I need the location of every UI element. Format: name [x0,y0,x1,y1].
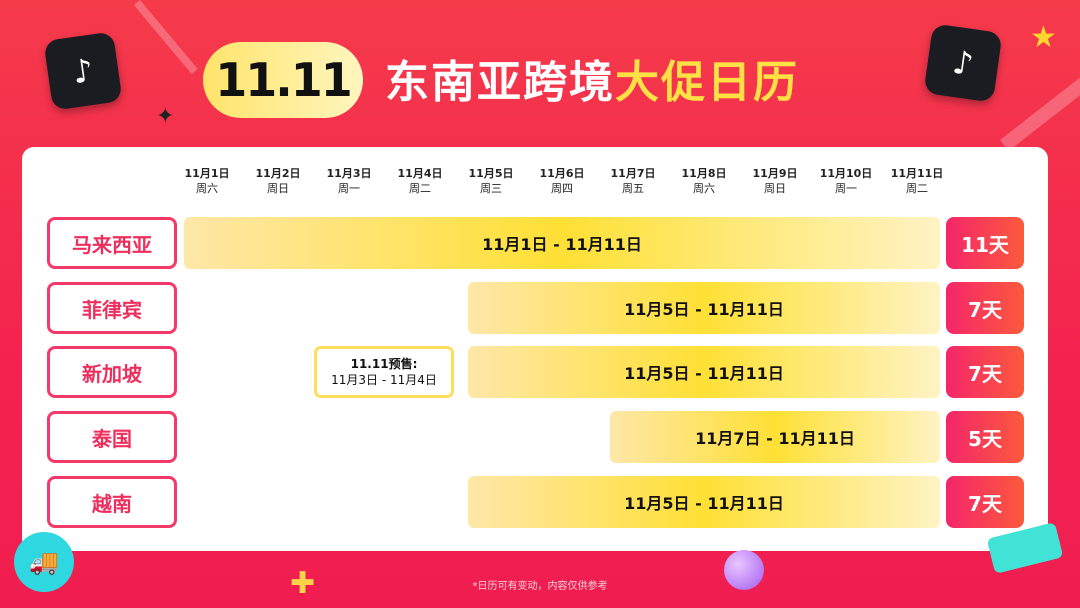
country-label: 泰国 [47,411,177,463]
country-label: 菲律宾 [47,282,177,334]
tiktok-bag-mascot-icon: ♪ [43,31,123,111]
country-label: 新加坡 [47,346,177,398]
orb-decoration [724,550,764,590]
date-label: 11月5日 [468,167,514,180]
date-label: 11月2日 [255,167,301,180]
date-column-header: 11月4日周二 [385,166,455,196]
footer-note: *日历可有变动，内容仅供参考 [472,581,608,592]
event-badge: 11.11 [203,42,363,118]
presale-range: 11月3日 - 11月4日 [331,373,437,387]
date-label: 11月8日 [681,167,727,180]
date-label: 11月3日 [326,167,372,180]
duration-badge: 7天 [946,346,1024,398]
date-label: 11月7日 [610,167,656,180]
duration-badge: 5天 [946,411,1024,463]
promo-range-bar: 11月5日 - 11月11日 [468,476,940,528]
duration-badge: 11天 [946,217,1024,269]
date-label: 11月10日 [819,167,873,180]
weekday-label: 周日 [764,182,786,195]
weekday-label: 周一 [835,182,857,195]
date-label: 11月11日 [890,167,944,180]
presale-box: 11.11预售: 11月3日 - 11月4日 [314,346,454,398]
star-icon: ★ [1030,20,1057,55]
date-column-header: 11月3日周一 [314,166,384,196]
promo-range-bar: 11月5日 - 11月11日 [468,282,940,334]
delivery-truck-icon: 🚚 [14,532,74,592]
weekday-label: 周一 [338,182,360,195]
sparkle-icon: ✚ [290,566,316,601]
duration-badge: 7天 [946,476,1024,528]
weekday-label: 周五 [622,182,644,195]
date-column-header: 11月9日周日 [740,166,810,196]
date-column-header: 11月6日周四 [527,166,597,196]
date-label: 11月1日 [184,167,230,180]
date-column-header: 11月1日周六 [172,166,242,196]
duration-badge: 7天 [946,282,1024,334]
weekday-label: 周日 [267,182,289,195]
weekday-label: 周二 [409,182,431,195]
date-column-header: 11月2日周日 [243,166,313,196]
date-label: 11月4日 [397,167,443,180]
date-column-header: 11月5日周三 [456,166,526,196]
promo-range-bar: 11月5日 - 11月11日 [468,346,940,398]
weekday-label: 周四 [551,182,573,195]
date-column-header: 11月8日周六 [669,166,739,196]
star-icon: ✦ [156,104,175,129]
date-column-header: 11月10日 周一 [811,166,881,196]
date-label: 11月9日 [752,167,798,180]
country-label: 马来西亚 [47,217,177,269]
country-label: 越南 [47,476,177,528]
light-beam [133,0,198,75]
promo-range-bar: 11月7日 - 11月11日 [610,411,940,463]
tiktok-bag-mascot-icon: ♪ [923,23,1003,103]
weekday-label: 周二 [906,182,928,195]
light-beam [1000,66,1080,152]
date-column-header: 11月7日周五 [598,166,668,196]
promo-range-bar: 11月1日 - 11月11日 [184,217,940,269]
weekday-label: 周六 [693,182,715,195]
presale-title: 11.11预售: [350,357,418,371]
date-label: 11月6日 [539,167,585,180]
weekday-label: 周六 [196,182,218,195]
page-title: 东南亚跨境大促日历 [385,57,799,108]
weekday-label: 周三 [480,182,502,195]
date-column-header: 11月11日 周二 [882,166,952,196]
